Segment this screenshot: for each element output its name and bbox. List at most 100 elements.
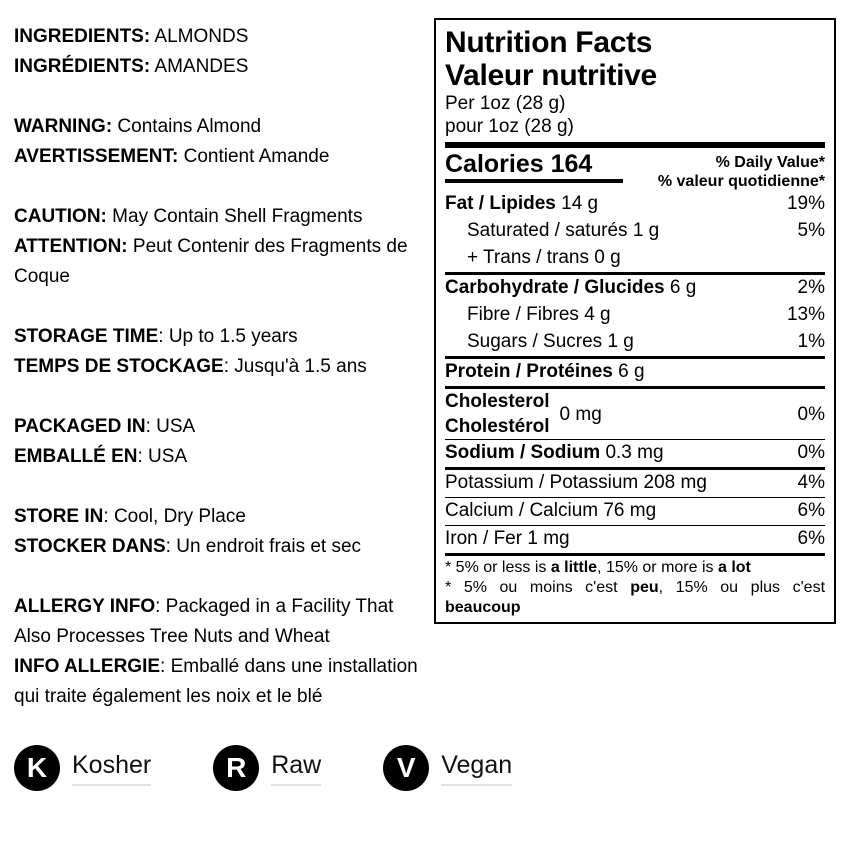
info-block-storage-time: STORAGE TIME: Up to 1.5 years TEMPS DE S… [14,322,424,382]
info-line: INGRÉDIENTS: AMANDES [14,52,424,82]
footnote-fr-part1: * 5% ou moins c'est [445,579,631,596]
info-value: : Un endroit frais et sec [165,536,362,557]
footnote-fr-emphasis2: beaucoup [445,599,521,616]
info-line: STOCKER DANS: Un endroit frais et sec [14,532,424,562]
footnote-fr: * 5% ou moins c'est peu, 15% ou plus c'e… [445,578,825,618]
info-label: EMBALLÉ EN [14,446,138,467]
info-line: ALLERGY INFO: Packaged in a Facility Tha… [14,592,424,652]
info-block-warning: WARNING: Contains Almond AVERTISSEMENT: … [14,112,424,172]
info-label: ALLERGY INFO [14,596,156,617]
cholesterol-label-en: Cholesterol [445,391,550,412]
serving-size-fr: pour 1oz (28 g) [445,116,574,137]
nutrient-percent: 13% [786,304,825,325]
info-line: INFO ALLERGIE: Emballé dans une installa… [14,652,424,712]
daily-value-fr: % valeur quotidienne* [657,173,825,190]
info-label: PACKAGED IN [14,416,146,437]
info-line: WARNING: Contains Almond [14,112,424,142]
nutrient-row-cholesterol: Cholesterol Cholestérol 0 mg 0% [445,389,825,439]
nutrient-amount: 0.3 mg [600,442,664,463]
nutrient-name: Saturated / saturés 1 g [467,220,660,241]
info-value: AMANDES [150,56,249,77]
nutrient-percent: 6% [797,500,825,521]
divider-thin [445,497,825,498]
info-label: AVERTISSEMENT: [14,146,179,167]
nutrient-row-sodium: Sodium / Sodium 0.3 mg 0% [445,440,825,467]
nutrient-row-sugars: Sugars / Sucres 1 g 1% [445,329,825,356]
nutrient-percent: 0% [797,403,825,425]
info-value: : Emballé dans une installation qui trai… [14,656,418,707]
nutrient-percent: 1% [797,331,825,352]
badge-underline [72,784,152,786]
badge-label: Vegan [441,751,513,779]
footnote-en-part2: , 15% or more is [597,559,718,576]
badge-underline [271,784,322,786]
info-value: Contient Amande [178,146,330,167]
nutrient-percent: 4% [797,472,825,493]
info-line: ATTENTION: Peut Contenir des Fragments d… [14,232,424,292]
badge-raw: R Raw [213,745,322,791]
badge-vegan: V Vegan [383,745,513,791]
info-block-caution: CAUTION: May Contain Shell Fragments ATT… [14,202,424,292]
info-label: TEMPS DE STOCKAGE [14,356,224,377]
badge-kosher: K Kosher [14,745,152,791]
info-label: ATTENTION: [14,236,128,257]
divider-thick [445,142,825,148]
info-line: STORAGE TIME: Up to 1.5 years [14,322,424,352]
info-line: INGREDIENTS: ALMONDS [14,22,424,52]
nutrient-row-carbohydrate: Carbohydrate / Glucides 6 g 2% [445,275,825,302]
info-line: CAUTION: May Contain Shell Fragments [14,202,424,232]
nutrient-name: Sugars / Sucres 1 g [467,331,634,352]
nutrient-name: Sodium / Sodium 0.3 mg [445,440,664,466]
info-value: ALMONDS [150,26,249,47]
divider-medium [445,356,825,359]
info-line: TEMPS DE STOCKAGE: Jusqu'à 1.5 ans [14,352,424,382]
nutrient-percent: 2% [797,277,825,298]
info-value: Contains Almond [112,116,262,137]
nutrient-name: Potassium / Potassium 208 mg [445,472,707,493]
nutrient-name: Carbohydrate / Glucides 6 g [445,275,696,301]
nutrient-name-bold: Protein / Protéines [445,361,613,382]
footnote-en: * 5% or less is a little, 15% or more is… [445,558,825,578]
nutrition-title-fr: Valeur nutritive [445,59,657,92]
vegan-circle-icon: V [383,745,430,791]
calories-row: Calories 164 % Daily Value* % valeur quo… [445,148,825,191]
info-block-store-in: STORE IN: Cool, Dry Place STOCKER DANS: … [14,502,424,562]
nutrient-amount: 6 g [664,277,697,298]
divider-medium [445,386,825,389]
nutrient-percent: 5% [797,220,825,241]
nutrient-name: Calcium / Calcium 76 mg [445,500,657,521]
raw-circle-icon: R [213,745,260,791]
badge-text: Raw [271,750,322,786]
footnote-en-emphasis2: a lot [717,559,751,576]
nutrient-name: Fibre / Fibres 4 g [467,304,611,325]
daily-value-en: % Daily Value* [715,154,825,171]
divider-thin [445,439,825,440]
kosher-circle-icon: K [14,745,60,791]
info-label: STORE IN [14,506,104,527]
nutrient-name: Iron / Fer 1 mg [445,528,570,549]
info-value: Peut Contenir des Fragments de Coque [14,236,408,287]
info-block-ingredients: INGREDIENTS: ALMONDS INGRÉDIENTS: AMANDE… [14,22,424,82]
footnote-en-emphasis1: a little [550,559,598,576]
daily-value-header: % Daily Value* % valeur quotidienne* [658,150,825,191]
nutrient-row-iron: Iron / Fer 1 mg 6% [445,526,825,553]
info-block-packaged-in: PACKAGED IN: USA EMBALLÉ EN: USA [14,412,424,472]
divider-medium [445,467,825,470]
nutrient-percent: 19% [786,193,825,214]
info-label: STOCKER DANS [14,536,166,557]
nutrient-name-bold: Carbohydrate / Glucides [445,277,665,298]
cholesterol-labels: Cholesterol Cholestérol [445,389,550,439]
info-block-allergy-info: ALLERGY INFO: Packaged in a Facility Tha… [14,592,424,712]
footnote-fr-part2: , 15% ou plus c'est [658,579,826,596]
info-line: STORE IN: Cool, Dry Place [14,502,424,532]
info-label: CAUTION: [14,206,107,227]
cholesterol-name: Cholesterol Cholestérol 0 mg [445,389,602,439]
nutrient-amount: 14 g [555,193,599,214]
badge-underline [441,784,513,786]
info-line: PACKAGED IN: USA [14,412,424,442]
info-line: AVERTISSEMENT: Contient Amande [14,142,424,172]
cholesterol-amount: 0 mg [559,403,602,425]
nutrient-name: Protein / Protéines 6 g [445,359,645,385]
divider-thin [445,525,825,526]
calories-value: Calories 164 [445,150,593,178]
